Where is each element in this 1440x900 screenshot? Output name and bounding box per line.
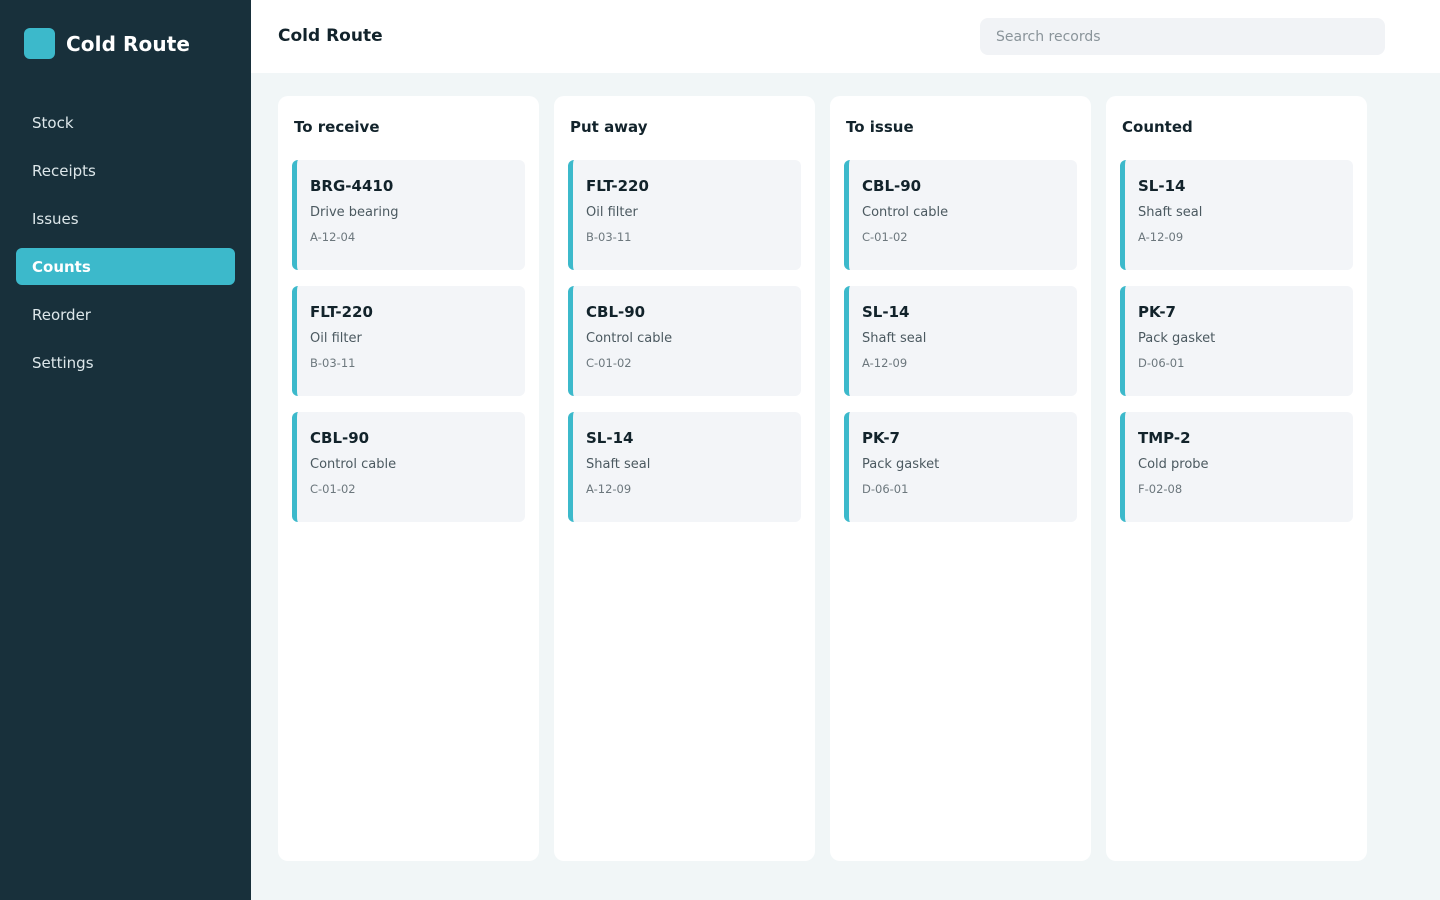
kanban-board: To receive BRG-4410 Drive bearing A-12-0… (278, 96, 1382, 861)
item-location: D-06-01 (862, 482, 909, 496)
item-name: Shaft seal (862, 331, 927, 346)
item-name: Pack gasket (1138, 331, 1216, 346)
item-location: C-01-02 (310, 482, 356, 496)
item-name: Cold probe (1138, 457, 1209, 472)
item-code: SL-14 (586, 429, 634, 447)
item-code: FLT-220 (310, 303, 373, 321)
item-location: F-02-08 (1138, 482, 1183, 496)
item-location: D-06-01 (1138, 356, 1185, 370)
sidebar-item-reorder[interactable]: Reorder (32, 305, 91, 324)
item-code: CBL-90 (586, 303, 646, 321)
item-location: A-12-09 (586, 482, 632, 496)
item-code: CBL-90 (310, 429, 370, 447)
top-bar: Cold Route (251, 0, 1440, 73)
item-code: TMP-2 (1138, 429, 1191, 447)
item-card[interactable]: SL-14 Shaft seal A-12-09 (568, 412, 801, 522)
item-location: A-12-09 (862, 356, 908, 370)
item-card[interactable]: TMP-2 Cold probe F-02-08 (1120, 412, 1353, 522)
item-card[interactable]: FLT-220 Oil filter B-03-11 (568, 160, 801, 270)
item-card[interactable]: SL-14 Shaft seal A-12-09 (1120, 160, 1353, 270)
logo-icon (24, 28, 55, 59)
sidebar-item-receipts[interactable]: Receipts (32, 161, 96, 180)
column-title: To receive (294, 118, 380, 136)
item-card[interactable]: SL-14 Shaft seal A-12-09 (844, 286, 1077, 396)
item-card[interactable]: PK-7 Pack gasket D-06-01 (1120, 286, 1353, 396)
item-location: B-03-11 (310, 356, 356, 370)
item-code: CBL-90 (862, 177, 922, 195)
sidebar-item-issues[interactable]: Issues (32, 209, 79, 228)
item-location: C-01-02 (586, 356, 632, 370)
item-code: SL-14 (862, 303, 910, 321)
item-name: Drive bearing (310, 205, 399, 220)
item-card[interactable]: CBL-90 Control cable C-01-02 (568, 286, 801, 396)
sidebar-item-counts[interactable]: Counts (16, 248, 235, 285)
item-name: Shaft seal (1138, 205, 1203, 220)
item-location: A-12-09 (1138, 230, 1184, 244)
brand[interactable]: Cold Route (24, 28, 190, 59)
sidebar-nav: Stock Receipts Issues Counts Reorder Set… (16, 104, 235, 392)
item-name: Control cable (862, 205, 949, 220)
item-location: C-01-02 (862, 230, 908, 244)
column-title: Counted (1122, 118, 1193, 136)
item-name: Pack gasket (862, 457, 940, 472)
item-code: BRG-4410 (310, 177, 394, 195)
item-code: PK-7 (1138, 303, 1176, 321)
sidebar-item-settings[interactable]: Settings (32, 353, 94, 372)
board-column: To receive BRG-4410 Drive bearing A-12-0… (278, 96, 539, 861)
sidebar-item-stock[interactable]: Stock (32, 113, 74, 132)
page-title: Cold Route (278, 26, 383, 46)
item-code: FLT-220 (586, 177, 649, 195)
item-location: A-12-04 (310, 230, 356, 244)
search-input[interactable] (980, 18, 1385, 55)
sidebar: Cold Route Stock Receipts Issues Counts … (0, 0, 251, 900)
board-column: To issue CBL-90 Control cable C-01-02 SL… (830, 96, 1091, 861)
item-card[interactable]: BRG-4410 Drive bearing A-12-04 (292, 160, 525, 270)
item-name: Control cable (586, 331, 673, 346)
item-location: B-03-11 (586, 230, 632, 244)
item-code: SL-14 (1138, 177, 1186, 195)
item-code: PK-7 (862, 429, 900, 447)
item-name: Oil filter (586, 205, 638, 220)
brand-name: Cold Route (66, 31, 191, 56)
item-card[interactable]: PK-7 Pack gasket D-06-01 (844, 412, 1077, 522)
board-column: Counted SL-14 Shaft seal A-12-09 PK-7 Pa… (1106, 96, 1367, 861)
column-title: Put away (570, 118, 648, 136)
item-name: Control cable (310, 457, 397, 472)
board-column: Put away FLT-220 Oil filter B-03-11 CBL-… (554, 96, 815, 861)
item-card[interactable]: CBL-90 Control cable C-01-02 (292, 412, 525, 522)
item-card[interactable]: FLT-220 Oil filter B-03-11 (292, 286, 525, 396)
item-card[interactable]: CBL-90 Control cable C-01-02 (844, 160, 1077, 270)
column-title: To issue (846, 118, 914, 136)
item-name: Oil filter (310, 331, 362, 346)
item-name: Shaft seal (586, 457, 651, 472)
